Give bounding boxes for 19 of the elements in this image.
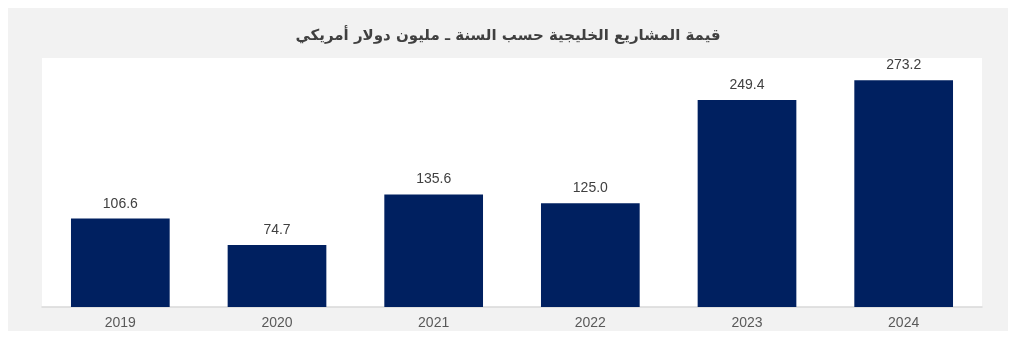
bar (697, 100, 797, 307)
bar (70, 218, 170, 307)
bar (384, 194, 484, 307)
x-tick-label: 2024 (888, 314, 920, 330)
data-label: 249.4 (729, 76, 765, 92)
bar (227, 245, 327, 307)
chart-title: قيمة المشاريع الخليجية حسب السنة ـ مليون دولار أمريكي (295, 24, 721, 44)
x-tick-label: 2021 (418, 314, 450, 330)
data-label: 74.7 (263, 221, 291, 237)
data-label: 106.6 (102, 194, 139, 211)
x-tick-label: 2023 (731, 314, 763, 330)
x-tick-label: 2022 (574, 314, 607, 330)
x-tick-label: 2019 (104, 314, 137, 330)
data-label: 273.2 (886, 56, 922, 73)
data-label: 135.6 (416, 170, 452, 187)
x-tick-label: 2020 (261, 314, 293, 330)
data-label: 125.0 (572, 179, 609, 196)
bar (540, 203, 640, 307)
bar (854, 80, 954, 307)
